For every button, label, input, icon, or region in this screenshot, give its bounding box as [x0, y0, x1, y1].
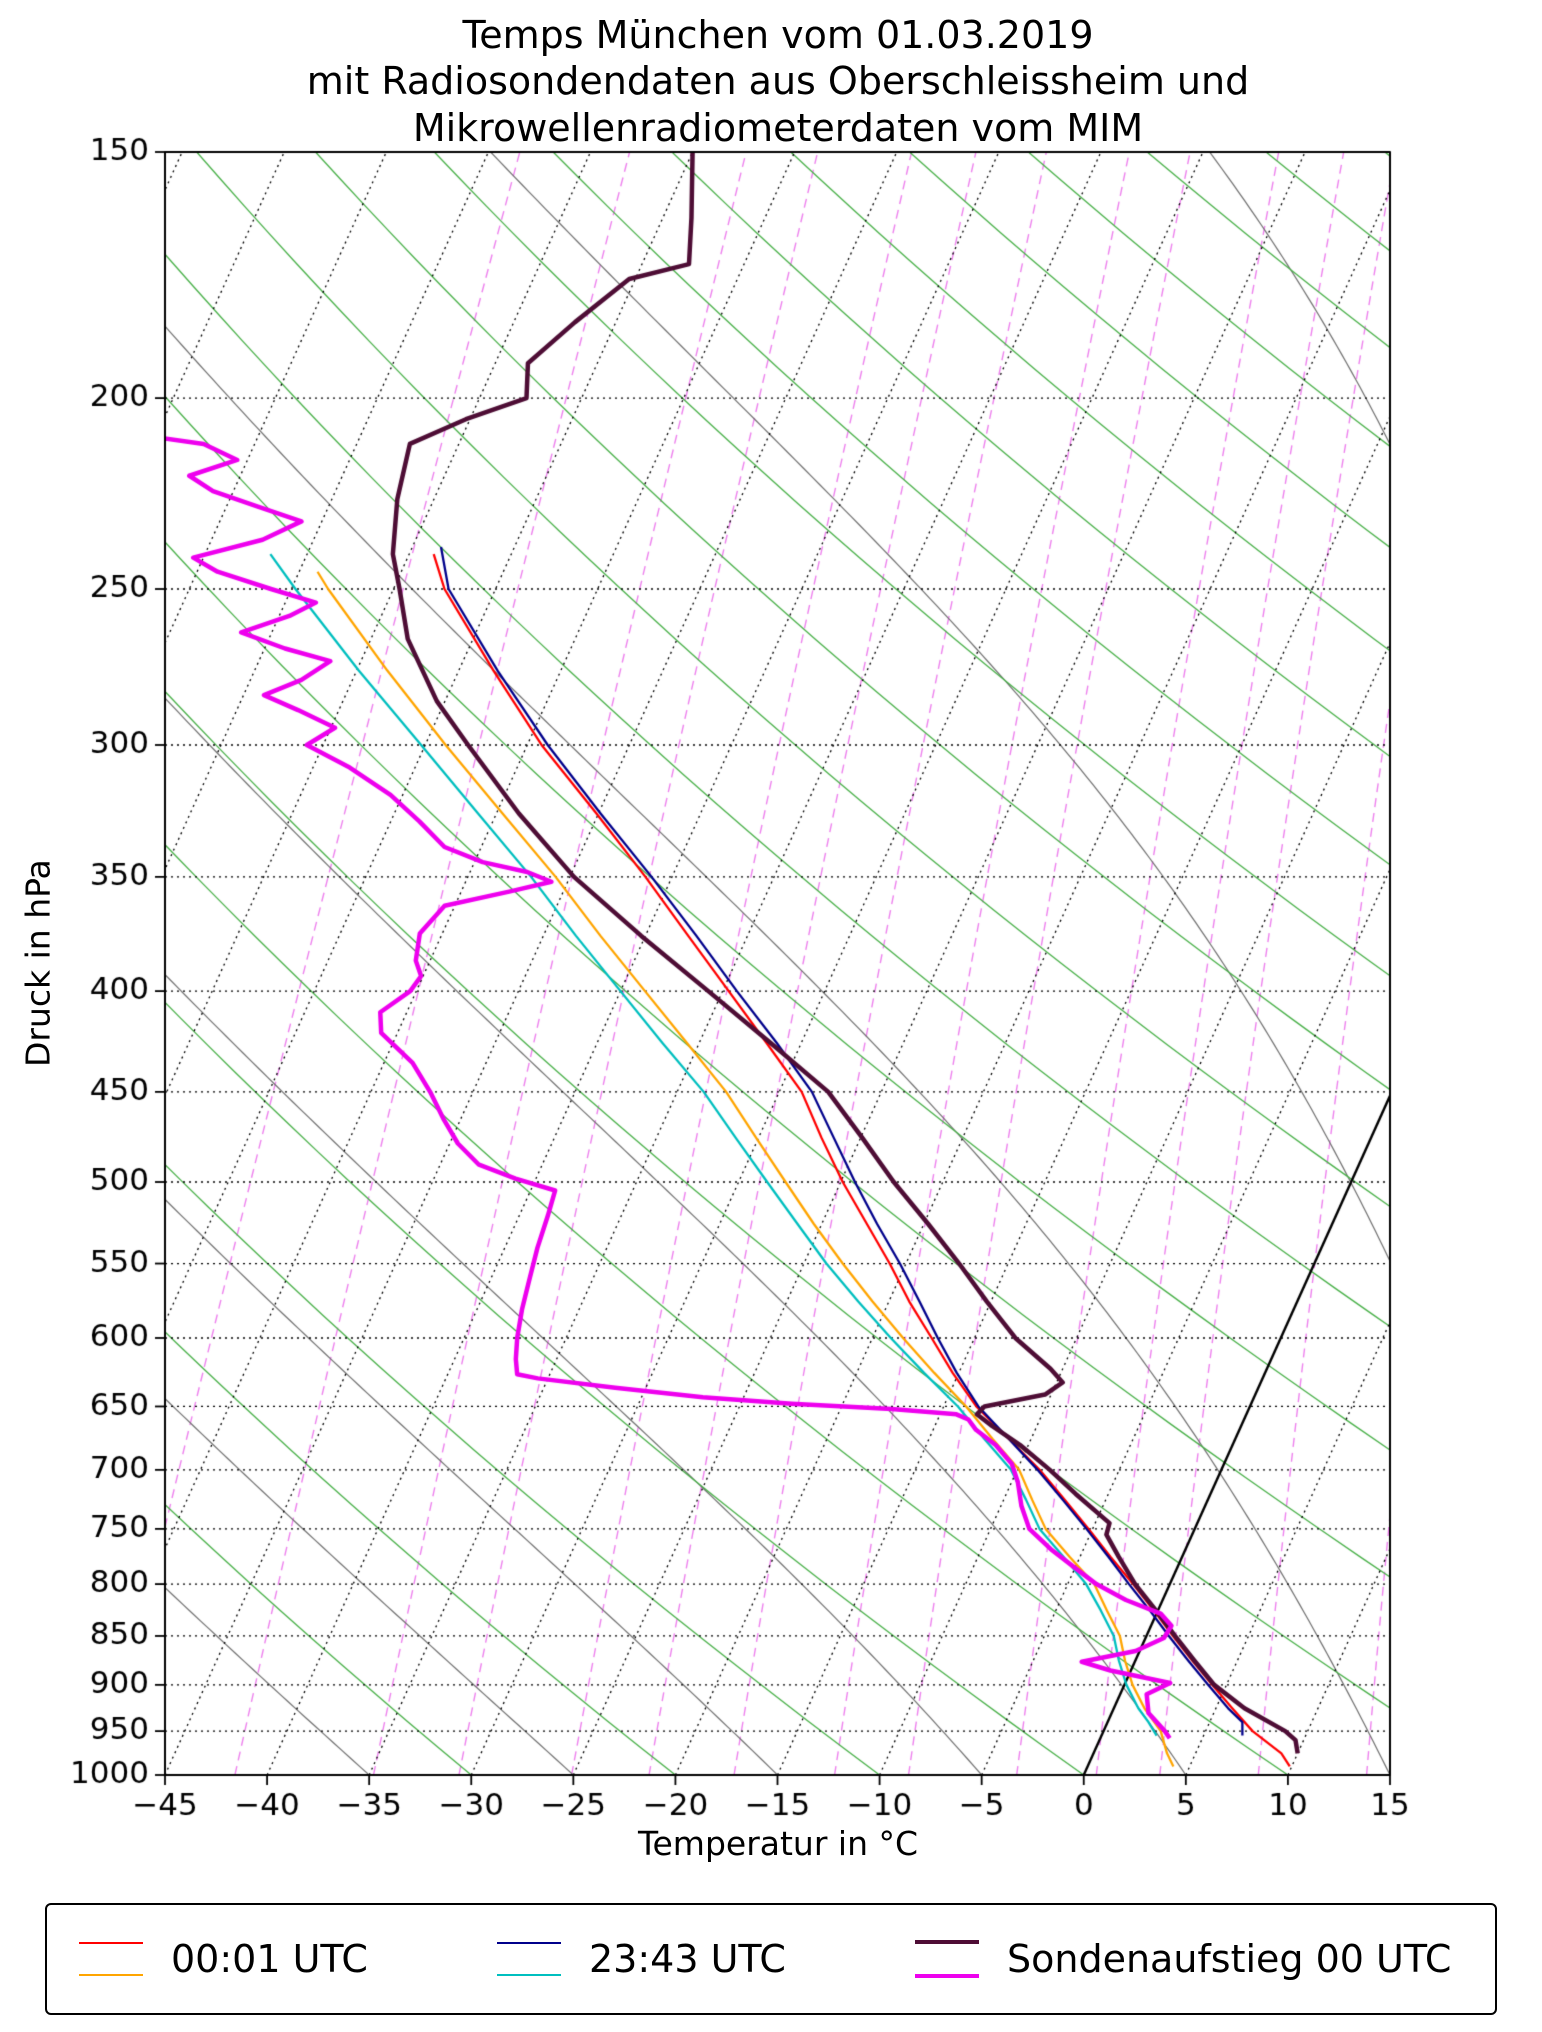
x-axis-label: Temperatur in °C — [637, 1824, 919, 1863]
legend-swatch-2343-utc — [497, 1942, 561, 1976]
legend-line-temperature — [915, 1940, 979, 1944]
legend: 00:01 UTC 23:43 UTC Sondenaufstieg 00 UT… — [45, 1903, 1497, 2015]
legend-entry-0001-utc: 00:01 UTC — [79, 1937, 497, 1981]
legend-line-temperature — [497, 1942, 561, 1944]
legend-label: 00:01 UTC — [171, 1937, 368, 1981]
legend-swatch-sondenaufstieg — [915, 1940, 979, 1978]
chart-title-line-1: Temps München vom 01.03.2019 — [462, 13, 1094, 57]
y-axis-label: Druck in hPa — [18, 859, 58, 1068]
legend-entry-sondenaufstieg: Sondenaufstieg 00 UTC — [915, 1937, 1495, 1981]
legend-line-dewpoint — [79, 1974, 143, 1976]
legend-swatch-0001-utc — [79, 1942, 143, 1976]
chart-title-line-2: mit Radiosondendaten aus Oberschleisshei… — [306, 59, 1250, 104]
legend-label: Sondenaufstieg 00 UTC — [1007, 1937, 1452, 1981]
legend-label: 23:43 UTC — [589, 1937, 786, 1981]
legend-entry-2343-utc: 23:43 UTC — [497, 1937, 915, 1981]
legend-line-dewpoint — [497, 1974, 561, 1976]
legend-line-temperature — [79, 1942, 143, 1944]
legend-line-dewpoint — [915, 1974, 979, 1978]
chart-title-line-3: Mikrowellenradiometerdaten vom MIM — [412, 105, 1144, 150]
chart-title: Temps München vom 01.03.2019 mit Radioso… — [165, 12, 1391, 151]
